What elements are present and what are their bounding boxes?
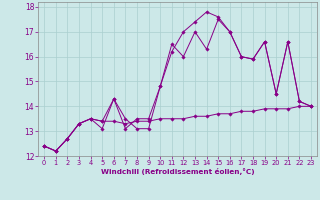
X-axis label: Windchill (Refroidissement éolien,°C): Windchill (Refroidissement éolien,°C) (101, 168, 254, 175)
